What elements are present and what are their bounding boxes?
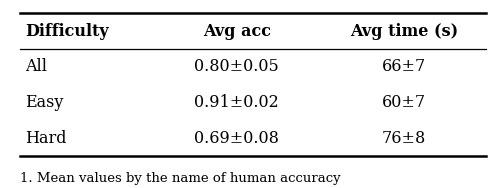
Text: Avg acc: Avg acc <box>203 23 271 39</box>
Text: Difficulty: Difficulty <box>25 23 109 39</box>
Text: 0.80±0.05: 0.80±0.05 <box>194 58 279 75</box>
Text: 0.91±0.02: 0.91±0.02 <box>194 94 279 111</box>
Text: 66±7: 66±7 <box>382 58 427 75</box>
Text: Easy: Easy <box>25 94 63 111</box>
Text: Avg time (s): Avg time (s) <box>350 23 458 39</box>
Text: 76±8: 76±8 <box>382 130 427 147</box>
Text: 1. Mean values by the name of human accuracy: 1. Mean values by the name of human accu… <box>20 172 340 185</box>
Text: All: All <box>25 58 47 75</box>
Text: 0.69±0.08: 0.69±0.08 <box>194 130 279 147</box>
Text: 60±7: 60±7 <box>382 94 426 111</box>
Text: Hard: Hard <box>25 130 66 147</box>
